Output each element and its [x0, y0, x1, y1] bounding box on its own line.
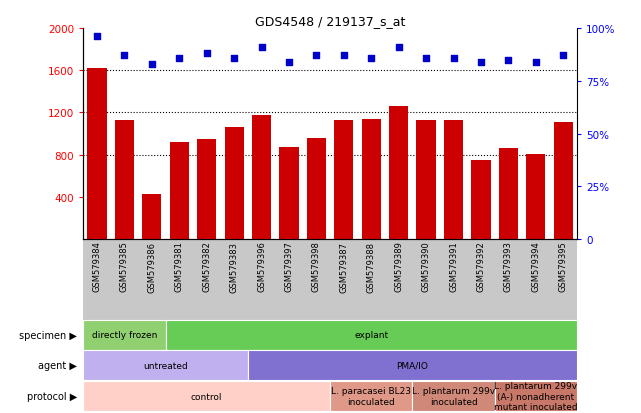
Text: PMA/IO: PMA/IO: [396, 361, 428, 370]
Bar: [554, 123, 573, 240]
Point: [174, 55, 185, 62]
Point: [147, 62, 157, 68]
Bar: [499, 149, 518, 240]
Text: L. paracasei BL23
inoculated: L. paracasei BL23 inoculated: [331, 387, 412, 406]
Text: control: control: [191, 392, 222, 401]
Point: [284, 59, 294, 66]
Bar: [526, 154, 545, 240]
Point: [92, 34, 102, 40]
Bar: [417, 121, 436, 240]
Bar: [334, 121, 353, 240]
Bar: [307, 138, 326, 240]
Title: GDS4548 / 219137_s_at: GDS4548 / 219137_s_at: [255, 15, 405, 28]
Bar: [444, 121, 463, 240]
Bar: [170, 142, 189, 240]
Point: [256, 45, 267, 51]
Bar: [471, 161, 490, 240]
Text: directly frozen: directly frozen: [92, 330, 157, 339]
Point: [229, 55, 239, 62]
Point: [394, 45, 404, 51]
Text: protocol ▶: protocol ▶: [27, 391, 77, 401]
Point: [448, 55, 458, 62]
Bar: [197, 140, 216, 240]
Point: [558, 53, 569, 59]
Point: [201, 51, 212, 57]
Text: explant: explant: [354, 330, 388, 339]
Text: agent ▶: agent ▶: [38, 361, 77, 370]
Text: specimen ▶: specimen ▶: [19, 330, 77, 340]
Point: [366, 55, 376, 62]
Bar: [279, 148, 299, 240]
Bar: [224, 128, 244, 240]
Bar: [115, 121, 134, 240]
Bar: [362, 119, 381, 240]
Text: L. plantarum 299v
(A-) nonadherent
mutant inoculated: L. plantarum 299v (A-) nonadherent mutan…: [494, 381, 578, 411]
Point: [338, 53, 349, 59]
Bar: [389, 107, 408, 240]
Text: L. plantarum 299v
inoculated: L. plantarum 299v inoculated: [412, 387, 495, 406]
Bar: [252, 115, 271, 240]
Text: untreated: untreated: [143, 361, 188, 370]
Point: [531, 59, 541, 66]
Point: [421, 55, 431, 62]
Point: [476, 59, 486, 66]
Point: [312, 53, 322, 59]
Point: [503, 57, 513, 64]
Bar: [87, 69, 106, 240]
Point: [119, 53, 129, 59]
Bar: [142, 194, 162, 240]
